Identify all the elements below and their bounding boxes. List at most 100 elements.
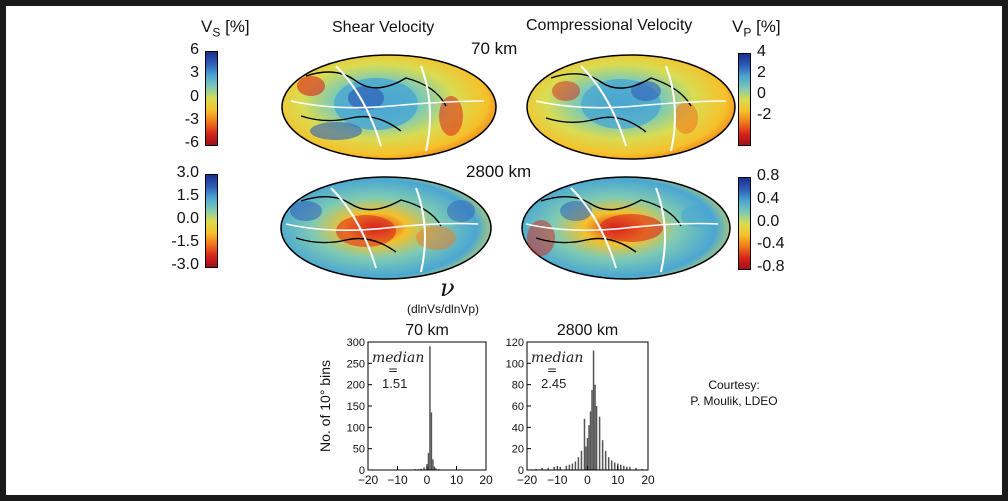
- colorbar-tick-label: -2: [757, 106, 772, 123]
- x-tick-label: −10: [547, 473, 568, 487]
- histogram-bar: [635, 467, 637, 470]
- colorbar-vp-2800km: [738, 177, 751, 270]
- colorbar-tick-label: 0: [190, 87, 199, 105]
- x-tick-label: 20: [479, 473, 493, 487]
- colorbar-tick-label: 0.8: [757, 167, 780, 184]
- histogram-bar: [577, 457, 580, 470]
- y-tick-label: 100: [506, 358, 524, 370]
- colorbar-tick-label: -1.5: [171, 233, 199, 250]
- colorbar-tick-label: -3.0: [171, 256, 199, 273]
- y-tick-label: 0: [359, 465, 365, 477]
- vs-colorbar-label: VS [%]: [201, 17, 250, 39]
- x-tick-label: −20: [358, 473, 379, 487]
- y-tick-label: 200: [347, 380, 365, 392]
- x-tick-label: 10: [611, 473, 625, 487]
- histogram-bar: [585, 446, 587, 470]
- histogram-bar: [574, 461, 577, 470]
- colorbar-tick-label: 0.0: [757, 212, 780, 230]
- y-tick-label: 120: [506, 337, 524, 349]
- median-annotation: median: [372, 350, 424, 366]
- y-tick-label: 300: [347, 337, 365, 349]
- histogram-ylabel: No. of 10° bins: [317, 360, 333, 452]
- y-tick-label: 60: [512, 401, 524, 413]
- x-tick-label: 10: [450, 473, 464, 487]
- x-tick-label: −20: [517, 473, 538, 487]
- colorbar-tick-label: 4: [757, 43, 766, 60]
- y-tick-label: 0: [518, 465, 524, 477]
- map-vp-70km: [526, 54, 736, 160]
- histogram-bar: [595, 406, 598, 470]
- y-tick-label: 40: [512, 422, 524, 434]
- vp-symbol: V: [732, 17, 744, 36]
- histogram-bar: [535, 468, 537, 470]
- map-vp-2800km: [521, 176, 731, 280]
- colorbar-tick-label: 3: [190, 64, 199, 82]
- histogram-bar: [629, 466, 631, 470]
- histogram-bar: [571, 463, 574, 470]
- histogram-bar: [586, 438, 589, 470]
- y-tick-label: 80: [512, 380, 524, 392]
- histogram-bar: [432, 459, 434, 470]
- median-value: 1.51: [382, 376, 407, 391]
- y-tick-label: 250: [347, 358, 365, 370]
- histogram-bar: [423, 467, 425, 470]
- colorbar-tick-label: 1.5: [176, 187, 199, 204]
- histogram-bar: [592, 350, 595, 470]
- histogram-bar: [559, 466, 562, 470]
- colorbar-tick-label: 6: [190, 41, 199, 58]
- histogram-bar: [607, 457, 610, 470]
- histogram-bar: [427, 452, 430, 470]
- vs-unit: [%]: [220, 17, 250, 36]
- histogram-bar: [589, 411, 592, 470]
- histogram-bar: [604, 450, 607, 470]
- histogram-bar: [429, 346, 431, 470]
- histogram-bar: [435, 468, 437, 470]
- histogram-bar: [588, 425, 590, 470]
- courtesy-note: Courtesy: P. Moulik, LDEO: [674, 377, 794, 409]
- histogram-bar: [591, 390, 593, 470]
- colorbar-tick-label: 0.4: [757, 189, 780, 207]
- colorbar-tick-label: -0.4: [757, 235, 785, 253]
- histogram-bar: [430, 412, 433, 470]
- colorbar-tick-label: 0.0: [176, 210, 199, 227]
- shear-velocity-title: Shear Velocity: [332, 19, 435, 36]
- histogram-bar: [601, 440, 604, 470]
- histogram-bar: [553, 466, 555, 470]
- colorbar-tick-label: 2: [757, 64, 766, 81]
- histogram-bar: [547, 467, 549, 470]
- histogram-title: 2800 km: [557, 322, 618, 339]
- vp-subscript: P: [743, 25, 752, 40]
- histogram-bar: [420, 468, 422, 470]
- histogram-bar: [565, 465, 568, 470]
- histogram-bar: [541, 467, 543, 470]
- y-tick-label: 150: [347, 401, 365, 413]
- histogram-title: 70 km: [405, 322, 449, 339]
- histogram-bar: [583, 418, 586, 470]
- median-equals: =: [388, 363, 398, 377]
- colorbar-vs-2800km: [205, 174, 218, 268]
- y-tick-label: 20: [512, 444, 524, 456]
- histogram-bar: [613, 462, 616, 470]
- histogram-bar: [568, 464, 571, 470]
- x-tick-label: 20: [641, 473, 655, 487]
- ratio-subtitle: (dlnVs/dlnVp): [407, 302, 480, 316]
- histogram-bar: [620, 464, 622, 470]
- histogram-bar: [598, 416, 601, 470]
- colorbar-tick-label: -3: [184, 110, 199, 128]
- vs-subscript: S: [212, 25, 221, 40]
- courtesy-line-1: Courtesy:: [708, 378, 760, 392]
- median-value: 2.45: [541, 376, 566, 391]
- y-tick-label: 50: [353, 444, 365, 456]
- y-tick-label: 100: [347, 422, 365, 434]
- vs-symbol: V: [201, 17, 213, 36]
- nu-symbol: ν: [440, 274, 455, 302]
- courtesy-line-2: P. Moulik, LDEO: [690, 394, 778, 408]
- histogram-bar: [610, 460, 613, 470]
- vp-unit: [%]: [751, 17, 781, 36]
- depth-label-70: 70 km: [471, 39, 518, 58]
- colorbar-tick-label: -0.8: [757, 258, 785, 275]
- colorbar-tick-label: 3.0: [176, 164, 199, 181]
- x-tick-label: 0: [424, 473, 431, 487]
- histogram-bar: [580, 450, 583, 470]
